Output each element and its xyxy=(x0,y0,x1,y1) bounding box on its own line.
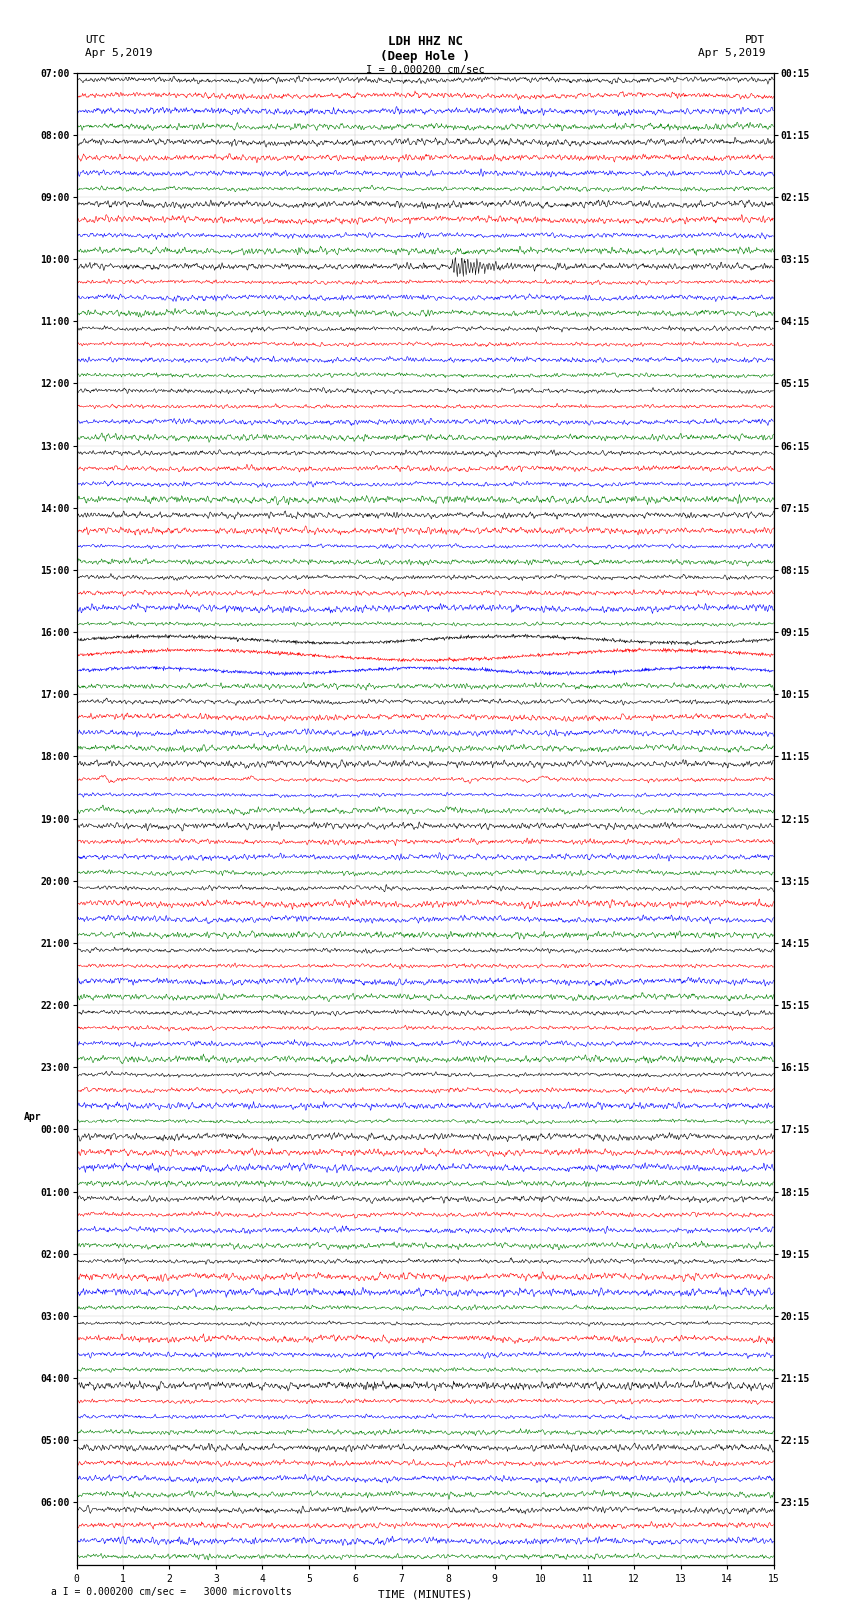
Text: LDH HHZ NC: LDH HHZ NC xyxy=(388,35,462,48)
Text: UTC: UTC xyxy=(85,35,105,45)
Text: I = 0.000200 cm/sec: I = 0.000200 cm/sec xyxy=(366,65,484,74)
X-axis label: TIME (MINUTES): TIME (MINUTES) xyxy=(377,1589,473,1598)
Text: Apr 5,2019: Apr 5,2019 xyxy=(698,48,765,58)
Text: PDT: PDT xyxy=(745,35,765,45)
Text: Apr: Apr xyxy=(24,1111,42,1123)
Text: Apr 5,2019: Apr 5,2019 xyxy=(85,48,152,58)
Text: a I = 0.000200 cm/sec =   3000 microvolts: a I = 0.000200 cm/sec = 3000 microvolts xyxy=(51,1587,292,1597)
Text: (Deep Hole ): (Deep Hole ) xyxy=(380,50,470,63)
